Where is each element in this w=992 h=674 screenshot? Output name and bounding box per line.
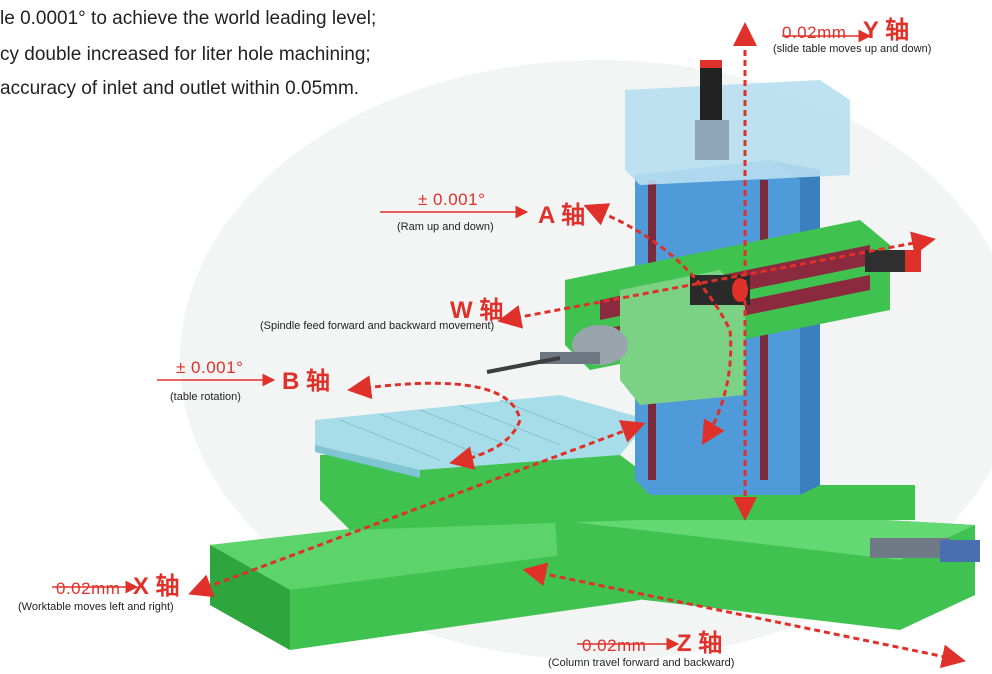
- w-axis-desc: (Spindle feed forward and backward movem…: [260, 320, 495, 332]
- y-axis-desc: (slide table moves up and down): [773, 43, 932, 55]
- feature-2: cy double increased for liter hole machi…: [0, 44, 371, 65]
- a-axis-value-label: ± 0.001°: [418, 190, 485, 210]
- x-axis-name: X 轴: [132, 573, 180, 600]
- w-axis-label: W 轴: [450, 290, 503, 325]
- z-axis-name: Z 轴: [676, 630, 723, 657]
- b-axis-desc: (table rotation): [170, 391, 241, 403]
- a-axis-name: A 轴: [538, 202, 586, 229]
- x-axis-label: 0.02mm X 轴: [56, 566, 180, 601]
- a-axis-value: ± 0.001°: [418, 190, 486, 209]
- b-axis-name: B 轴: [282, 368, 330, 395]
- x-axis-desc: (Worktable moves left and right): [18, 601, 174, 613]
- x-axis-value: 0.02mm: [56, 579, 121, 598]
- a-axis-arrow: [583, 203, 733, 446]
- z-axis-label: 0.02mm Z 轴: [582, 623, 722, 658]
- x-axis-arrow: [188, 420, 646, 598]
- a-axis-label: A 轴: [538, 195, 585, 230]
- a-axis-desc: (Ram up and down): [397, 221, 494, 233]
- y-axis-value: 0.02mm: [782, 23, 847, 42]
- z-axis-value: 0.02mm: [582, 636, 647, 655]
- z-axis-desc: (Column travel forward and backward): [548, 657, 735, 669]
- b-axis-label: B 轴: [282, 361, 330, 396]
- w-axis-name: W 轴: [450, 297, 504, 324]
- b-axis-value: ± 0.001°: [176, 358, 244, 377]
- feature-3: accuracy of inlet and outlet within 0.05…: [0, 78, 360, 99]
- b-axis-value-label: ± 0.001°: [176, 358, 243, 378]
- y-axis-label: 0.02mm Y 轴: [782, 10, 909, 45]
- z-axis-arrow: [522, 562, 966, 669]
- y-axis-name: Y 轴: [862, 17, 910, 44]
- b-axis-arrow: [347, 375, 522, 470]
- worktable: [315, 395, 650, 530]
- feature-1: le 0.0001° to achieve the world leading …: [0, 8, 377, 29]
